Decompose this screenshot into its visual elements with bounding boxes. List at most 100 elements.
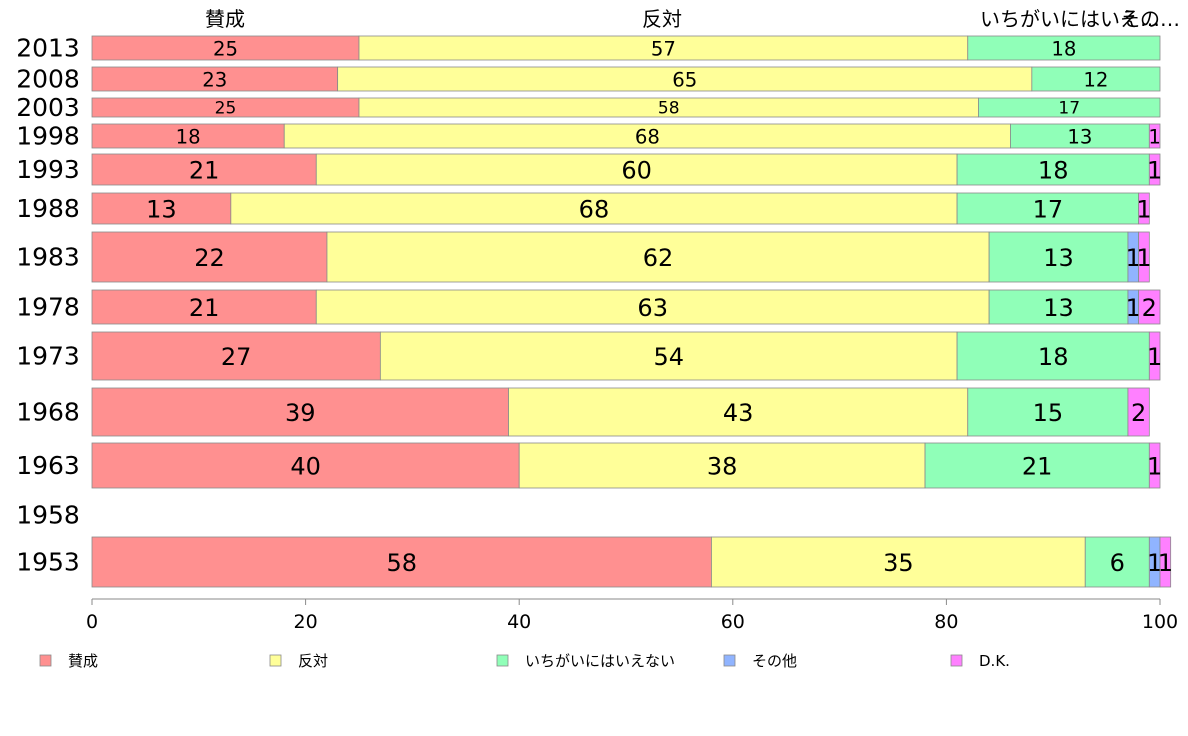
bar-value-label-2008-s1: 65 [672,69,697,92]
column-header-sansei: 賛成 [205,7,245,31]
bar-segment-1993-s4 [1148,153,1161,186]
bar-value-label-1983-s1: 62 [643,244,674,272]
bar-segment-1968-s1 [508,387,969,437]
year-label-1998: 1998 [16,122,80,151]
bar-value-label-1968-s2: 15 [1033,399,1064,427]
bar-segment-2013-s2 [967,35,1161,61]
bar-value-label-1998-s0: 18 [176,126,201,149]
bar-segment-1998-s4 [1148,123,1161,149]
bar-segment-1973-s1 [379,331,958,381]
bar-segment-1988-s0 [91,192,232,225]
bar-value-label-1978-s2: 13 [1043,294,1074,322]
year-label-1983: 1983 [16,243,80,272]
bar-segment-2013-s1 [358,35,969,61]
bar-segment-2008-s1 [337,66,1033,92]
year-label-1963: 1963 [16,451,80,480]
bar-segment-1953-s2 [1084,536,1150,588]
bar-segment-1983-s4 [1138,231,1150,283]
bar-segment-1973-s0 [91,331,381,381]
legend-label-3: その他 [752,652,797,670]
bar-value-label-1973-s4: 1 [1147,343,1162,371]
bar-value-label-1993-s2: 18 [1038,157,1069,185]
x-tick-label-0: 0 [86,611,98,633]
bar-value-label-2013-s1: 57 [651,38,676,61]
year-label-1978: 1978 [16,293,80,322]
bar-segment-1968-s4 [1127,387,1150,437]
bar-segment-1953-s1 [711,536,1086,588]
bar-segment-1963-s2 [924,442,1150,489]
bar-value-label-1973-s0: 27 [221,343,252,371]
bar-segment-1963-s0 [91,442,520,489]
bar-value-label-1983-s3: 1 [1126,244,1141,272]
bar-segment-2003-s2 [978,97,1161,118]
bar-segment-2013-s0 [91,35,360,61]
year-label-1993: 1993 [16,155,80,184]
bar-value-label-1963-s0: 40 [290,453,321,481]
bar-segment-1968-s0 [91,387,509,437]
bar-value-label-1953-s4: 1 [1158,549,1173,577]
x-axis: 0 20 40 60 80 100 [86,598,1178,633]
bar-segment-1978-s2 [988,289,1129,325]
bar-segment-1953-s0 [91,536,712,588]
bar-value-label-2008-s2: 12 [1083,69,1108,92]
bar-value-label-2003-s1: 58 [658,99,680,119]
year-label-2013: 2013 [16,34,80,63]
legend-label-4: D.K. [979,652,1010,670]
bar-value-label-1988-s2: 17 [1033,196,1064,224]
legend-swatch-1 [269,654,282,667]
bar-value-label-1978-s3: 1 [1126,294,1141,322]
bar-value-label-2013-s2: 18 [1051,38,1076,61]
year-label-2003: 2003 [16,93,80,122]
legend-label-1: 反対 [298,652,328,670]
bar-value-label-1953-s1: 35 [883,549,914,577]
legend: 賛成 反対 いちがいにはいえない その他 D.K. [39,652,1010,670]
bar-segment-1978-s1 [315,289,990,325]
bar-value-label-1998-s1: 68 [635,126,660,149]
column-header-sonota: その… [1120,7,1180,31]
bar-segment-1983-s0 [91,231,328,283]
x-tick-label-60: 60 [721,611,745,633]
bar-segment-1963-s4 [1148,442,1161,489]
bar-value-label-1978-s0: 21 [189,294,220,322]
column-header-ichigai: いちがいにはいえ… [980,7,1160,31]
column-headers: 賛成 反対 いちがいにはいえ… その… [205,7,1180,31]
bar-segment-1993-s1 [315,153,958,186]
legend-label-0: 賛成 [68,652,98,670]
bar-value-label-1963-s4: 1 [1147,453,1162,481]
bar-value-label-2013-s0: 25 [213,38,238,61]
year-label-1958: 1958 [16,501,80,530]
bar-value-label-1953-s2: 6 [1110,549,1125,577]
bar-value-label-1988-s1: 68 [579,196,610,224]
x-tick-label-20: 20 [294,611,318,633]
bar-segment-1988-s2 [956,192,1140,225]
bar-value-label-1988-s0: 13 [146,196,177,224]
bar-value-label-2003-s2: 17 [1058,99,1080,119]
bar-value-label-1963-s1: 38 [707,453,738,481]
x-tick-label-40: 40 [507,611,531,633]
bar-segment-1973-s4 [1148,331,1161,381]
bar-value-label-1983-s0: 22 [194,244,225,272]
bar-value-label-1998-s2: 13 [1067,126,1092,149]
bar-segment-1988-s1 [230,192,958,225]
x-tick-label-80: 80 [934,611,958,633]
bar-value-label-1993-s4: 1 [1147,157,1162,185]
legend-swatch-3 [723,654,736,667]
bar-segment-1978-s0 [91,289,317,325]
bar-segment-2008-s2 [1031,66,1161,92]
bar-segment-1983-s2 [988,231,1129,283]
bar-value-label-1978-s4: 2 [1142,294,1157,322]
year-label-1988: 1988 [16,194,80,223]
year-label-2008: 2008 [16,65,80,94]
bar-value-label-1993-s1: 60 [621,157,652,185]
bar-segment-2008-s0 [91,66,339,92]
bar-segment-1988-s4 [1138,192,1150,225]
bar-value-label-1973-s1: 54 [653,343,684,371]
legend-swatch-4 [950,654,963,667]
bar-value-label-1968-s0: 39 [285,399,316,427]
bar-value-label-1953-s0: 58 [386,549,417,577]
bar-value-label-1968-s4: 2 [1131,399,1146,427]
bar-value-label-1973-s2: 18 [1038,343,1069,371]
